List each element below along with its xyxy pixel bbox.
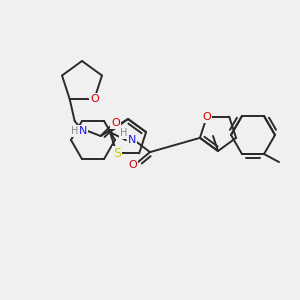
Text: H: H — [71, 126, 78, 136]
Text: O: O — [202, 112, 211, 122]
Text: O: O — [111, 118, 120, 128]
Text: H: H — [120, 128, 128, 138]
Text: O: O — [90, 94, 99, 104]
Text: S: S — [113, 147, 121, 160]
Text: N: N — [79, 126, 87, 136]
Text: N: N — [128, 135, 136, 145]
Text: O: O — [129, 160, 137, 170]
